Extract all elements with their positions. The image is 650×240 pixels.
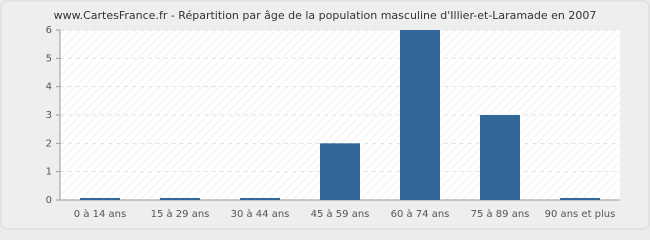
chart: www.CartesFrance.fr - Répartition par âg… xyxy=(0,0,650,230)
x-tick-label: 90 ans et plus xyxy=(545,209,616,220)
chart-title: www.CartesFrance.fr - Répartition par âg… xyxy=(54,9,597,22)
page: www.CartesFrance.fr - Répartition par âg… xyxy=(0,0,650,230)
y-tick-label: 6 xyxy=(46,25,52,36)
y-tick-label: 1 xyxy=(46,167,52,178)
bar xyxy=(480,115,520,200)
y-tick-label: 3 xyxy=(46,110,52,121)
y-tick-label: 4 xyxy=(46,82,52,93)
x-tick-label: 75 à 89 ans xyxy=(471,208,530,220)
x-tick-label: 45 à 59 ans xyxy=(311,208,370,220)
y-tick-label: 2 xyxy=(46,138,52,149)
bar xyxy=(320,143,360,200)
x-tick-label: 0 à 14 ans xyxy=(74,208,126,220)
x-tick-label: 60 à 74 ans xyxy=(391,208,450,220)
x-tick-label: 15 à 29 ans xyxy=(151,208,210,220)
y-tick-label: 0 xyxy=(46,195,52,206)
bar xyxy=(160,198,200,200)
y-tick-label: 5 xyxy=(46,53,52,64)
bar xyxy=(80,198,120,200)
x-tick-label: 30 à 44 ans xyxy=(231,208,290,220)
bar xyxy=(560,198,600,200)
bar xyxy=(240,198,280,200)
bar xyxy=(400,30,440,200)
